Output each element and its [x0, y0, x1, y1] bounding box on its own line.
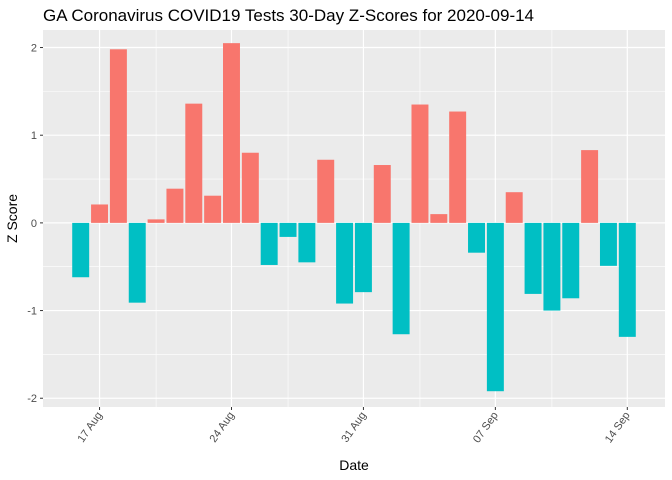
- y-axis-title: Z Score: [4, 194, 20, 243]
- bar-2020-08-21: [166, 188, 184, 223]
- bar-2020-09-09: [524, 222, 542, 294]
- bar-2020-08-27: [279, 222, 297, 237]
- y-tick-label: 1: [31, 130, 37, 142]
- bar-2020-08-24: [223, 43, 240, 223]
- x-tick-label: 07 Sep: [471, 410, 501, 445]
- x-tick-label: 31 Aug: [339, 410, 368, 445]
- bar-2020-08-23: [204, 195, 222, 223]
- bar-2020-09-06: [468, 222, 485, 253]
- bar-2020-08-31: [354, 222, 372, 293]
- bar-2020-08-16: [72, 222, 90, 278]
- bar-2020-08-30: [336, 222, 354, 304]
- plot-panel: [43, 30, 665, 407]
- bar-2020-08-28: [298, 222, 316, 263]
- bar-2020-08-18: [109, 49, 127, 223]
- bar-2020-09-10: [543, 222, 561, 311]
- grid-lines: [43, 30, 665, 407]
- bar-2020-09-14: [618, 222, 636, 337]
- bar-2020-08-25: [241, 152, 259, 223]
- bar-2020-08-26: [260, 222, 278, 265]
- x-tick-label: 17 Aug: [76, 410, 105, 445]
- bar-2020-09-08: [505, 192, 523, 223]
- y-tick-label: 0: [31, 218, 37, 230]
- bar-2020-09-12: [581, 150, 599, 223]
- bar-2020-09-05: [449, 111, 467, 223]
- bar-2020-08-29: [317, 159, 335, 223]
- bar-2020-09-02: [392, 222, 410, 335]
- x-tick-label: 14 Sep: [603, 410, 633, 445]
- y-tick-label: 2: [31, 43, 37, 55]
- x-tick-label: 24 Aug: [207, 410, 236, 445]
- bar-2020-09-07: [486, 222, 504, 392]
- bar-2020-09-04: [430, 214, 448, 223]
- bar-2020-08-22: [185, 103, 203, 223]
- y-tick-label: -1: [27, 306, 37, 318]
- chart-title: GA Coronavirus COVID19 Tests 30-Day Z-Sc…: [43, 6, 535, 25]
- bar-2020-09-13: [599, 222, 617, 266]
- bars: [72, 43, 636, 392]
- bar-2020-09-01: [373, 165, 391, 223]
- bar-2020-09-03: [411, 104, 429, 223]
- x-axis-title: Date: [339, 457, 369, 473]
- bar-2020-08-20: [147, 219, 165, 223]
- bar-2020-08-17: [91, 204, 109, 223]
- bar-2020-08-19: [128, 222, 146, 303]
- y-tick-label: -2: [27, 393, 37, 405]
- bar-2020-09-11: [562, 222, 580, 299]
